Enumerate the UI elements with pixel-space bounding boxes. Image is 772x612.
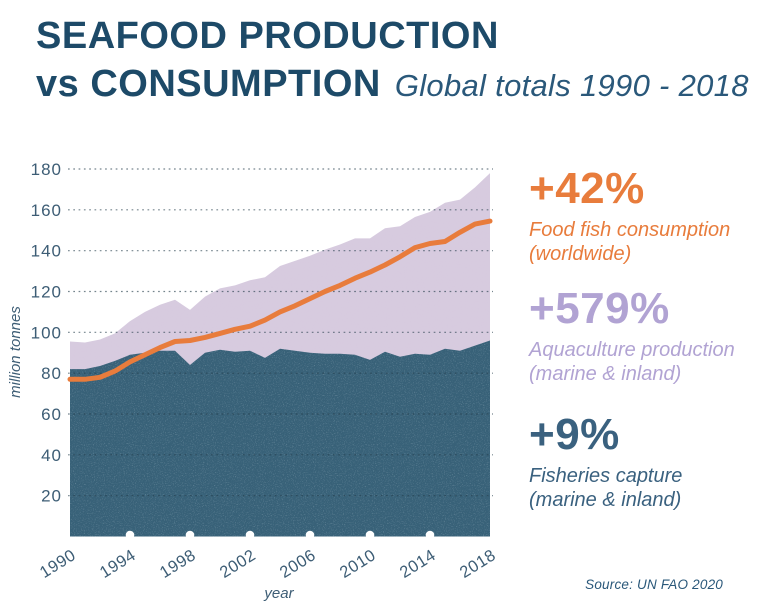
capture-area-texture-dark	[70, 340, 490, 537]
stat-consumption-label: Food fish consumption	[529, 219, 731, 241]
stat-aquaculture: +579% Aquaculture production (marine & i…	[529, 287, 735, 387]
stat-fisheries-label: Fisheries capture	[529, 465, 683, 487]
x-tick-label: 2010	[337, 546, 379, 582]
y-tick-label: 60	[41, 405, 62, 424]
x-tick-label: 1998	[157, 546, 199, 582]
page-title-line1: SEAFOOD PRODUCTION	[36, 15, 499, 57]
x-tick-label: 2002	[217, 546, 259, 582]
y-tick-label: 100	[31, 323, 62, 342]
x-tick-label: 2006	[277, 546, 319, 582]
y-axis-title: million tonnes	[7, 306, 24, 398]
stat-consumption: +42% Food fish consumption (worldwide)	[529, 167, 730, 267]
stat-consumption-sublabel: (worldwide)	[529, 243, 632, 266]
y-tick-label: 180	[31, 160, 62, 179]
x-tick-label: 2018	[457, 546, 499, 582]
stat-fisheries-sublabel: (marine & inland)	[529, 489, 682, 512]
x-tick-label: 2014	[397, 546, 439, 582]
stat-consumption-value: +42%	[529, 164, 645, 213]
x-tick-label: 1990	[37, 546, 79, 582]
axis-tick-dot	[185, 530, 195, 540]
y-tick-label: 140	[31, 242, 62, 261]
page-header: SEAFOOD PRODUCTION vs CONSUMPTION Global …	[36, 12, 749, 116]
consumption-line	[67, 218, 493, 382]
stat-fisheries: +9% Fisheries capture (marine & inland)	[529, 413, 682, 513]
y-tick-label: 80	[41, 364, 62, 383]
axis-tick-dot	[425, 530, 435, 540]
axis-tick-dot	[365, 530, 375, 540]
stat-fisheries-value: +9%	[529, 410, 620, 459]
y-tick-label: 40	[41, 446, 62, 465]
y-tick-label: 20	[41, 487, 62, 506]
stat-aquaculture-sublabel: (marine & inland)	[529, 363, 682, 386]
source-note: Source: UN FAO 2020	[585, 577, 723, 592]
page-title-line2: vs CONSUMPTION	[36, 63, 381, 105]
axis-tick-dot	[125, 530, 135, 540]
x-tick-label: 1994	[97, 546, 139, 582]
axis-tick-dot	[305, 530, 315, 540]
axis-tick-dot	[245, 530, 255, 540]
x-axis-title: year	[263, 585, 294, 602]
stat-aquaculture-value: +579%	[529, 284, 670, 333]
page-subtitle: Global totals 1990 - 2018	[394, 68, 749, 103]
y-tick-label: 160	[31, 201, 62, 220]
y-tick-label: 120	[31, 283, 62, 302]
stat-aquaculture-label: Aquaculture production	[529, 339, 735, 361]
